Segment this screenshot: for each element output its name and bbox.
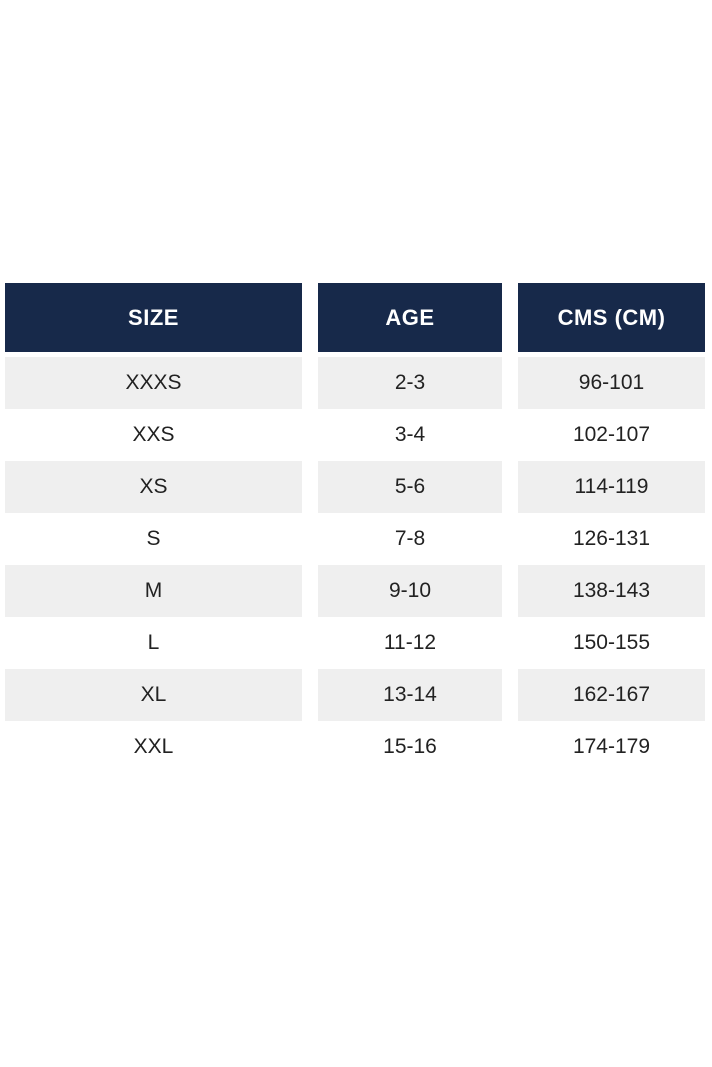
table-row: M 9-10 138-143 — [5, 565, 705, 617]
cell-age: 5-6 — [318, 461, 502, 513]
table-header-row: SIZE AGE CMS (CM) — [5, 283, 705, 352]
column-header-cms: CMS (CM) — [518, 283, 705, 352]
cell-cms: 102-107 — [518, 409, 705, 461]
cell-age: 15-16 — [318, 721, 502, 773]
table-row: L 11-12 150-155 — [5, 617, 705, 669]
cell-cms: 114-119 — [518, 461, 705, 513]
cell-age: 2-3 — [318, 357, 502, 409]
cell-age: 9-10 — [318, 565, 502, 617]
cell-age: 7-8 — [318, 513, 502, 565]
column-header-age: AGE — [318, 283, 502, 352]
cell-size: M — [5, 565, 302, 617]
cell-size: XXL — [5, 721, 302, 773]
cell-age: 13-14 — [318, 669, 502, 721]
column-header-size: SIZE — [5, 283, 302, 352]
table-row: XXXS 2-3 96-101 — [5, 357, 705, 409]
table-row: XXL 15-16 174-179 — [5, 721, 705, 773]
cell-size: XS — [5, 461, 302, 513]
cell-size: XXXS — [5, 357, 302, 409]
size-chart-table: SIZE AGE CMS (CM) XXXS 2-3 96-101 XXS 3-… — [5, 283, 705, 773]
cell-cms: 174-179 — [518, 721, 705, 773]
cell-age: 3-4 — [318, 409, 502, 461]
cell-size: XXS — [5, 409, 302, 461]
cell-cms: 96-101 — [518, 357, 705, 409]
table-row: S 7-8 126-131 — [5, 513, 705, 565]
table-row: XL 13-14 162-167 — [5, 669, 705, 721]
cell-cms: 126-131 — [518, 513, 705, 565]
cell-size: XL — [5, 669, 302, 721]
cell-size: S — [5, 513, 302, 565]
cell-size: L — [5, 617, 302, 669]
cell-cms: 138-143 — [518, 565, 705, 617]
cell-age: 11-12 — [318, 617, 502, 669]
table-row: XS 5-6 114-119 — [5, 461, 705, 513]
cell-cms: 162-167 — [518, 669, 705, 721]
cell-cms: 150-155 — [518, 617, 705, 669]
table-row: XXS 3-4 102-107 — [5, 409, 705, 461]
